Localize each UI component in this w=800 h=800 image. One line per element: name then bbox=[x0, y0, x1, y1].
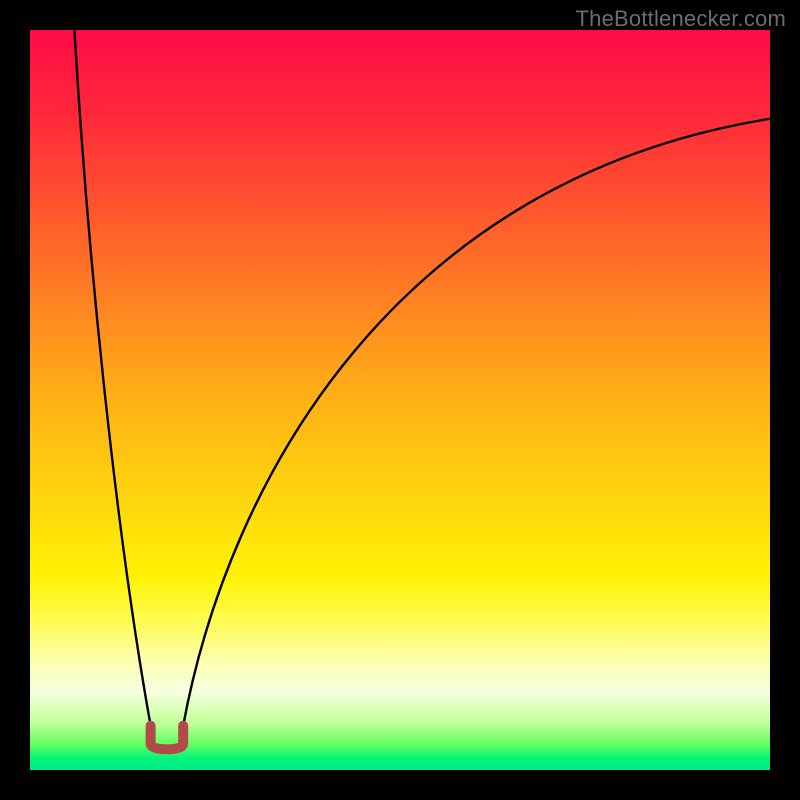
chart-frame bbox=[30, 30, 770, 770]
gradient-background bbox=[30, 30, 770, 770]
bottleneck-chart bbox=[30, 30, 770, 770]
watermark-text: TheBottlenecker.com bbox=[576, 6, 786, 32]
